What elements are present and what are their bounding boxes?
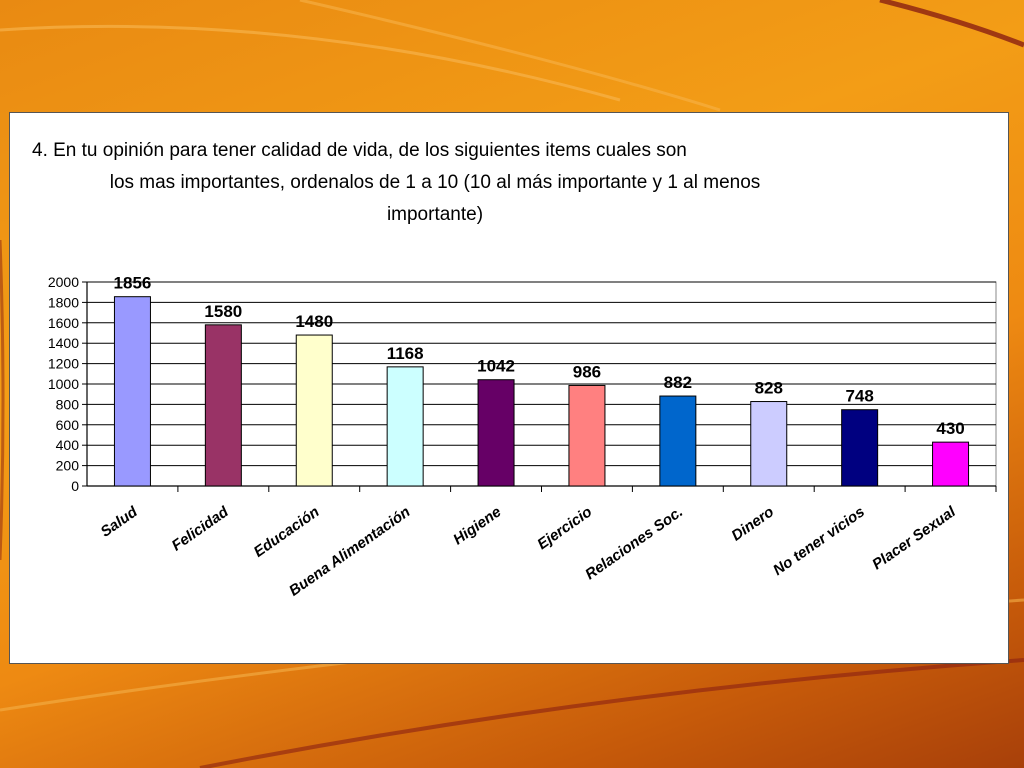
chart-panel: 4. En tu opinión para tener calidad de v… — [9, 112, 1009, 664]
bar — [204, 324, 242, 487]
bar — [841, 409, 879, 487]
data-labels: 1856 1580 1480 1168 1042 986 882 828 748 430 — [114, 274, 965, 438]
y-tick-label: 1400 — [48, 335, 79, 351]
title-line-2: los mas importantes, ordenalos de 1 a 10… — [109, 172, 761, 193]
y-tick-label: 2000 — [48, 274, 79, 290]
data-label: 1168 — [387, 344, 424, 363]
data-label: 882 — [664, 373, 692, 392]
y-tick-label: 1200 — [48, 356, 79, 372]
bar — [568, 384, 606, 487]
y-tick-label: 600 — [56, 417, 80, 433]
bar — [659, 395, 697, 487]
data-label: 748 — [845, 387, 873, 406]
bar — [750, 401, 788, 487]
category-label: Dinero — [728, 503, 777, 544]
data-label: 986 — [573, 362, 601, 381]
category-label: Higiene — [450, 503, 504, 548]
category-label: Felicidad — [169, 503, 233, 555]
y-tick-label: 800 — [56, 396, 80, 412]
title-line-3: importante) — [386, 204, 484, 225]
category-label: Relaciones Soc. — [582, 503, 686, 583]
bar — [932, 441, 970, 487]
y-tick-label: 1600 — [48, 315, 79, 331]
category-label: Ejercicio — [534, 503, 595, 553]
y-tick-label: 0 — [71, 478, 79, 494]
data-label: 1856 — [114, 274, 152, 293]
chart-title: 4. En tu opinión para tener calidad de v… — [10, 135, 860, 231]
bar-chart: 0 200 400 600 800 1000 1200 1400 1600 1800 2000 18… — [48, 274, 997, 600]
bar — [113, 296, 151, 487]
data-label: 430 — [936, 419, 964, 438]
data-label: 1042 — [477, 357, 515, 376]
category-label: No tener vicios — [770, 503, 868, 579]
y-tick-label: 1800 — [48, 294, 79, 310]
y-tick-label: 400 — [56, 437, 80, 453]
bars — [113, 296, 970, 487]
data-label: 1580 — [204, 302, 242, 321]
category-label: Salud — [98, 503, 142, 541]
bar — [386, 366, 424, 487]
y-axis-ticks: 0 200 400 600 800 1000 1200 1400 1600 1800 2000 — [48, 274, 87, 494]
title-line-1: 4. En tu opinión para tener calidad de v… — [32, 140, 687, 161]
bar — [295, 334, 333, 487]
y-tick-label: 1000 — [48, 376, 79, 392]
category-label: Educación — [251, 503, 323, 560]
data-label: 1480 — [295, 312, 333, 331]
category-label: Placer Sexual — [869, 503, 959, 573]
bar — [477, 379, 515, 487]
data-label: 828 — [755, 379, 783, 398]
y-tick-label: 200 — [56, 458, 80, 474]
